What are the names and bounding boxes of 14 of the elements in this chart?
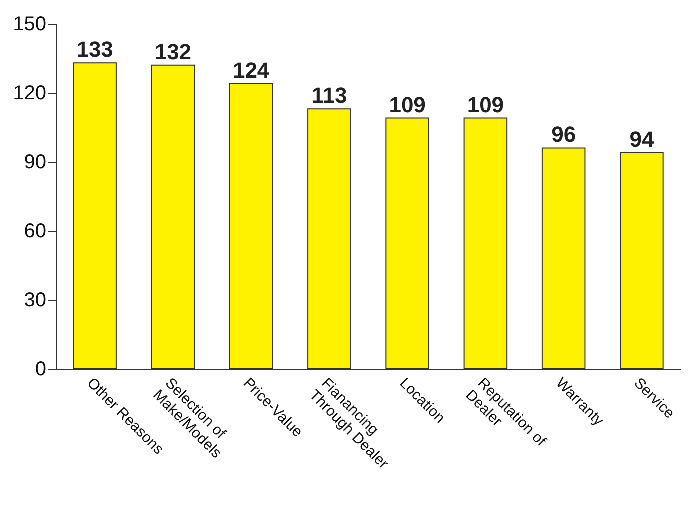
data-label: 113 <box>312 83 348 108</box>
y-tick-label: 60 <box>24 220 46 242</box>
data-label: 132 <box>154 39 192 64</box>
y-tick-label: 0 <box>35 358 46 380</box>
y-tick-label: 30 <box>24 290 46 312</box>
data-label: 133 <box>76 37 114 62</box>
y-tick-label: 120 <box>13 82 46 104</box>
data-label: 96 <box>552 122 576 148</box>
data-label: 124 <box>232 58 270 83</box>
data-label: 109 <box>389 92 426 118</box>
data-label: 94 <box>630 126 655 152</box>
y-tick-label: 90 <box>24 152 46 174</box>
y-tick-label: 150 <box>13 14 46 36</box>
data-label: 109 <box>467 92 504 118</box>
